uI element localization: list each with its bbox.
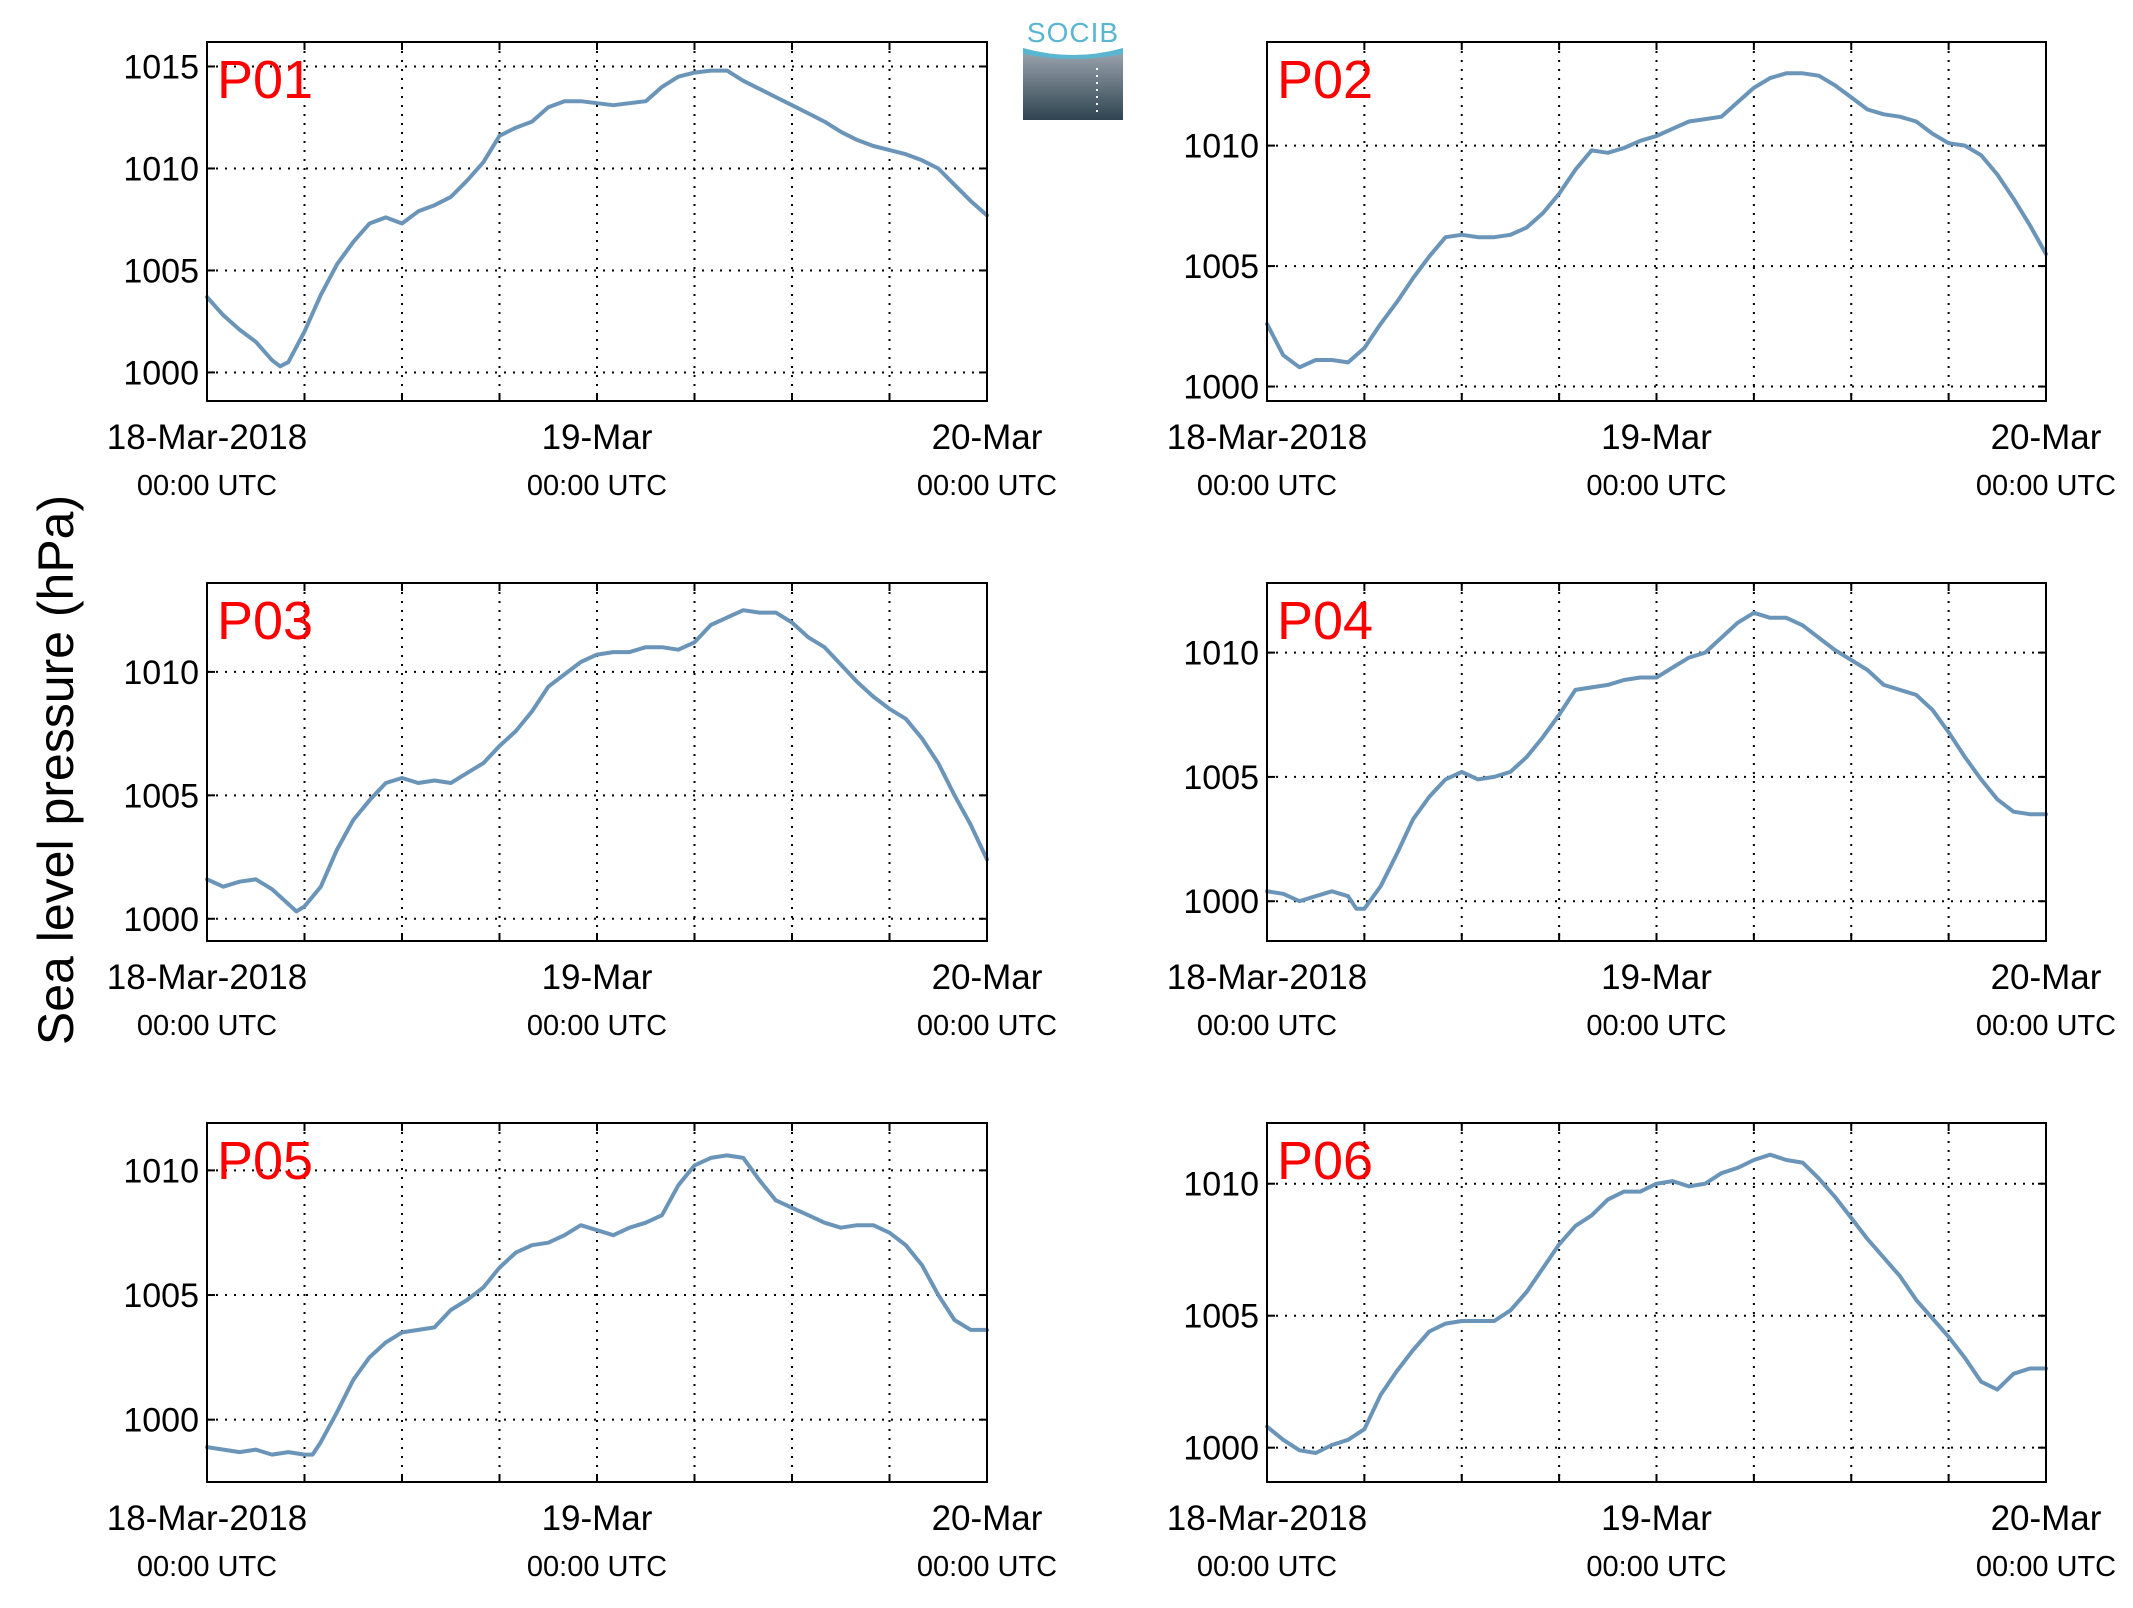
series-line-p06: [1265, 1152, 2048, 1455]
x-tick-sublabel: 00:00 UTC: [1197, 470, 1337, 502]
x-tick-label: 19-Mar: [542, 1499, 653, 1538]
x-tick-sublabel: 00:00 UTC: [527, 1010, 667, 1042]
axes-frame: [1266, 41, 2047, 402]
x-tick-label: 19-Mar: [1601, 1499, 1712, 1538]
x-tick-sublabel: 00:00 UTC: [1976, 1010, 2116, 1042]
y-tick-label: 1000: [1183, 1430, 1259, 1468]
x-tick-label: 18-Mar-2018: [1167, 418, 1367, 457]
x-tick-label: 19-Mar: [1601, 958, 1712, 997]
x-tick-sublabel: 00:00 UTC: [1586, 1010, 1726, 1042]
x-tick-label: 20-Mar: [932, 418, 1043, 457]
y-tick-label: 1005: [123, 777, 199, 815]
axes-frame: [206, 41, 988, 402]
x-tick-label: 18-Mar-2018: [107, 1499, 307, 1538]
socib-logo-text: SOCIB: [1026, 17, 1120, 48]
y-tick-label: 1010: [123, 1152, 199, 1190]
chart-panel-p04: 1000 1005 1010 18-Mar-2018 00:00 UTC 19-Mar 00…: [1167, 582, 2116, 1042]
x-tick-label: 20-Mar: [932, 1499, 1043, 1538]
x-tick-label: 20-Mar: [932, 958, 1043, 997]
series-line-p04: [1265, 610, 2048, 911]
panel-label: P02: [1277, 50, 1373, 110]
x-tick-sublabel: 00:00 UTC: [1976, 1551, 2116, 1583]
x-tick-label: 18-Mar-2018: [1167, 1499, 1367, 1538]
panel-label: P01: [217, 50, 313, 110]
y-tick-label: 1005: [1183, 759, 1259, 797]
x-tick-label: 18-Mar-2018: [107, 418, 307, 457]
x-tick-sublabel: 00:00 UTC: [1586, 470, 1726, 502]
y-tick-label: 1010: [1183, 128, 1259, 166]
x-tick-sublabel: 00:00 UTC: [1976, 470, 2116, 502]
y-tick-label: 1010: [1183, 635, 1259, 673]
y-tick-label: 1000: [123, 901, 199, 939]
x-tick-label: 20-Mar: [1991, 418, 2102, 457]
y-tick-label: 1010: [123, 150, 199, 188]
series-line-p03: [205, 608, 989, 914]
x-tick-sublabel: 00:00 UTC: [917, 1551, 1057, 1583]
y-tick-label: 1000: [1183, 883, 1259, 921]
x-tick-label: 20-Mar: [1991, 1499, 2102, 1538]
y-tick-label: 1000: [123, 1402, 199, 1440]
panel-label: P05: [217, 1131, 313, 1191]
y-tick-label: 1010: [1183, 1166, 1259, 1204]
y-tick-label: 1005: [1183, 1298, 1259, 1336]
y-tick-label: 1000: [123, 354, 199, 392]
chart-panel-p02: 1000 1005 1010 18-Mar-2018 00:00 UTC 19-Mar 00…: [1167, 41, 2116, 502]
socib-logo: SOCIB: [1023, 18, 1123, 122]
x-tick-label: 20-Mar: [1991, 958, 2102, 997]
panel-label: P03: [217, 591, 313, 651]
x-tick-sublabel: 00:00 UTC: [137, 1010, 277, 1042]
x-tick-sublabel: 00:00 UTC: [917, 470, 1057, 502]
y-axis-label: Sea level pressure (hPa): [28, 494, 84, 1046]
axes-frame: [206, 582, 988, 942]
y-tick-label: 1010: [123, 654, 199, 692]
axes-frame: [1266, 1122, 2047, 1483]
chart-panel-p01: 1000 1005 1010 1015 18-Mar-2018 00:00 UTC 19-M…: [107, 41, 1057, 502]
series-line-p02: [1265, 71, 2048, 370]
x-tick-sublabel: 00:00 UTC: [1197, 1551, 1337, 1583]
panel-label: P04: [1277, 591, 1373, 651]
socib-logo-graphic: [1023, 48, 1123, 120]
series-line-p01: [205, 68, 989, 369]
x-tick-label: 19-Mar: [1601, 418, 1712, 457]
axes-frame: [1266, 582, 2047, 942]
x-tick-sublabel: 00:00 UTC: [527, 1551, 667, 1583]
axes-frame: [206, 1122, 988, 1483]
chart-panel-p03: 1000 1005 1010 18-Mar-2018 00:00 UTC 19-Mar 00…: [107, 582, 1057, 1042]
x-tick-sublabel: 00:00 UTC: [527, 470, 667, 502]
x-tick-label: 18-Mar-2018: [107, 958, 307, 997]
x-tick-sublabel: 00:00 UTC: [137, 1551, 277, 1583]
y-tick-label: 1000: [1183, 369, 1259, 407]
x-tick-label: 18-Mar-2018: [1167, 958, 1367, 997]
y-tick-label: 1015: [123, 48, 199, 86]
x-tick-sublabel: 00:00 UTC: [137, 470, 277, 502]
y-tick-label: 1005: [123, 252, 199, 290]
x-tick-sublabel: 00:00 UTC: [917, 1010, 1057, 1042]
panel-label: P06: [1277, 1131, 1373, 1191]
chart-panel-p05: 1000 1005 1010 18-Mar-2018 00:00 UTC 19-Mar 00…: [107, 1122, 1057, 1583]
y-tick-label: 1005: [123, 1277, 199, 1315]
chart-panel-p06: 1000 1005 1010 18-Mar-2018 00:00 UTC 19-Mar 00…: [1167, 1122, 2116, 1583]
x-tick-sublabel: 00:00 UTC: [1586, 1551, 1726, 1583]
x-tick-label: 19-Mar: [542, 958, 653, 997]
x-tick-sublabel: 00:00 UTC: [1197, 1010, 1337, 1042]
x-tick-label: 19-Mar: [542, 418, 653, 457]
series-line-p05: [205, 1153, 989, 1457]
y-tick-label: 1005: [1183, 248, 1259, 286]
